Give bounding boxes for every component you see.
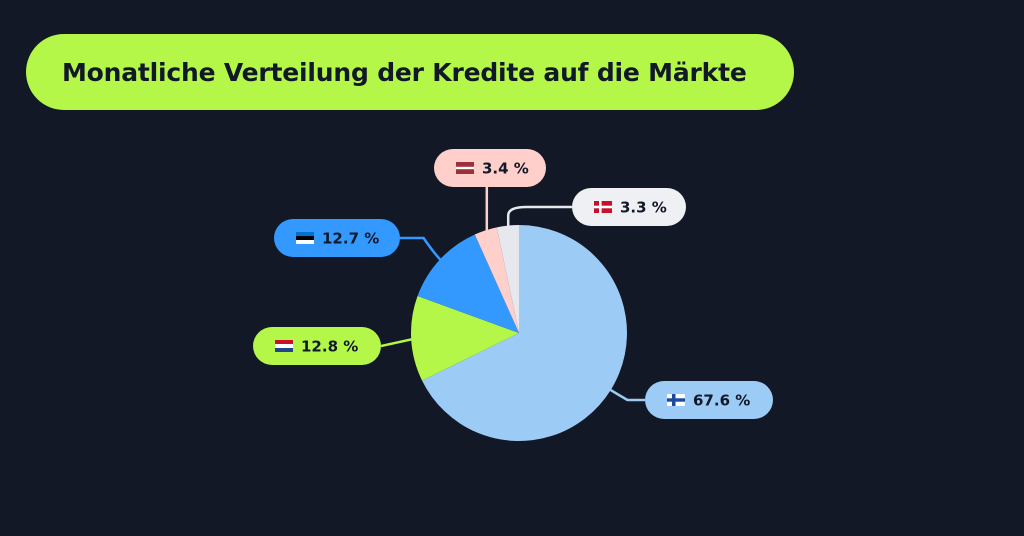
netherlands-flag-icon bbox=[275, 340, 293, 352]
pie-slice bbox=[422, 225, 627, 442]
pie-slice bbox=[410, 296, 519, 381]
slice-label-pill bbox=[434, 149, 546, 187]
leader-line bbox=[606, 386, 645, 402]
slice-value-label: 12.7 % bbox=[322, 230, 379, 248]
slice-label: 12.8 % bbox=[253, 327, 381, 365]
estonia-flag-icon bbox=[296, 232, 314, 244]
slice-label-pill bbox=[253, 327, 381, 365]
slice-value-label: 67.6 % bbox=[693, 392, 750, 410]
leader-line bbox=[380, 337, 416, 348]
denmark-flag-icon bbox=[594, 201, 612, 213]
pie-slice bbox=[417, 234, 519, 333]
slice-value-label: 3.3 % bbox=[620, 199, 667, 217]
slice-label-pill bbox=[572, 188, 686, 226]
slice-label: 3.4 % bbox=[434, 149, 546, 187]
chart-title-pill: Monatliche Verteilung der Kredite auf di… bbox=[26, 34, 794, 110]
chart-title: Monatliche Verteilung der Kredite auf di… bbox=[62, 57, 747, 87]
slice-value-label: 3.4 % bbox=[482, 160, 529, 178]
slice-label: 3.3 % bbox=[572, 188, 686, 226]
latvia-flag-icon bbox=[456, 162, 474, 174]
slice-label-pill bbox=[274, 219, 400, 257]
leader-line bbox=[400, 236, 444, 264]
pie-slice bbox=[496, 225, 519, 333]
slice-value-label: 12.8 % bbox=[301, 338, 358, 356]
slice-label: 67.6 % bbox=[645, 381, 773, 419]
leader-line bbox=[506, 205, 572, 230]
slice-label: 12.7 % bbox=[274, 219, 400, 257]
finland-flag-icon bbox=[667, 394, 685, 406]
pie-slice bbox=[474, 227, 519, 333]
slice-label-pill bbox=[645, 381, 773, 419]
